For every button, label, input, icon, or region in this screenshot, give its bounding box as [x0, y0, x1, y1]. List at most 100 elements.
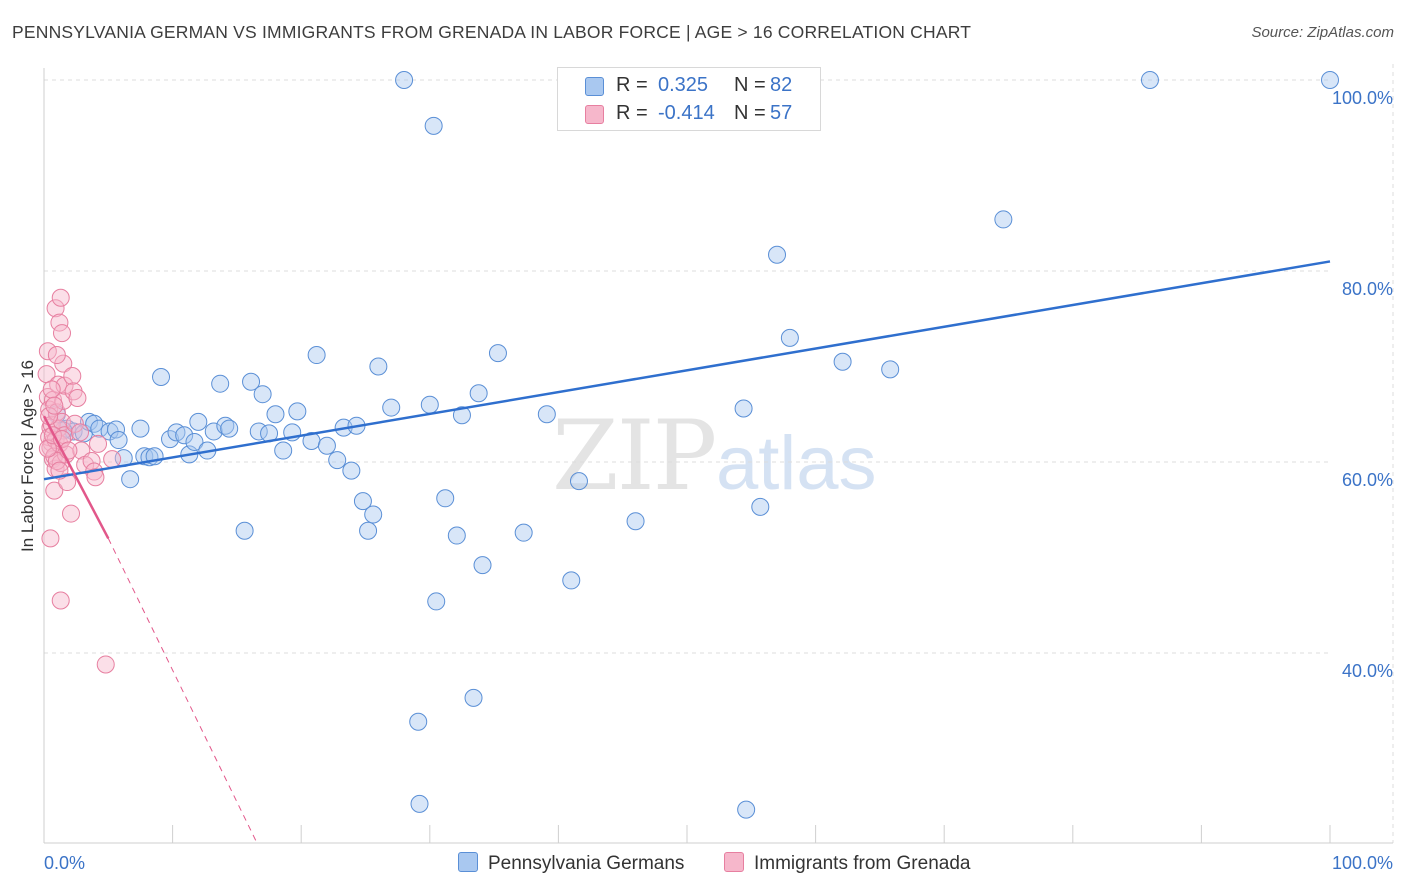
data-point-pennsylvania-germans	[317, 436, 336, 455]
trend-line-extension-immigrants-from-grenada	[107, 538, 258, 845]
data-point-immigrants-from-grenada	[103, 450, 122, 469]
data-point-pennsylvania-germans	[420, 395, 439, 414]
data-point-immigrants-from-grenada	[68, 389, 87, 408]
data-point-pennsylvania-germans	[469, 384, 488, 403]
data-point-immigrants-from-grenada	[51, 591, 70, 610]
data-point-pennsylvania-germans	[994, 210, 1013, 229]
data-point-immigrants-from-grenada	[62, 504, 81, 523]
data-point-pennsylvania-germans	[161, 430, 180, 449]
data-point-pennsylvania-germans	[364, 505, 383, 524]
legend-item-pennsylvania-germans[interactable]: Pennsylvania Germans	[458, 852, 684, 875]
data-point-pennsylvania-germans	[436, 489, 455, 508]
data-point-immigrants-from-grenada	[63, 367, 82, 386]
data-point-immigrants-from-grenada	[50, 313, 69, 332]
data-point-pennsylvania-germans	[152, 368, 171, 387]
data-point-immigrants-from-grenada	[86, 468, 105, 487]
data-point-pennsylvania-germans	[452, 406, 471, 425]
data-point-pennsylvania-germans	[359, 521, 378, 540]
y-axis-label: In Labor Force | Age > 16	[18, 360, 37, 552]
data-point-immigrants-from-grenada	[51, 288, 70, 307]
y-tick-label: 60.0%	[1342, 470, 1393, 490]
watermark-atlas: atlas	[716, 421, 877, 506]
data-point-pennsylvania-germans	[185, 432, 204, 451]
data-point-pennsylvania-germans	[569, 472, 588, 491]
data-point-pennsylvania-germans	[353, 492, 372, 511]
data-point-pennsylvania-germans	[537, 405, 556, 424]
data-point-pennsylvania-germans	[85, 414, 104, 433]
data-point-pennsylvania-germans	[409, 712, 428, 731]
data-point-pennsylvania-germans	[235, 521, 254, 540]
data-point-pennsylvania-germans	[833, 352, 852, 371]
data-point-pennsylvania-germans	[1140, 71, 1159, 89]
x-tick-label: 0.0%	[44, 853, 85, 873]
legend-label: Pennsylvania Germans	[488, 853, 685, 874]
x-tick-label: 100.0%	[1332, 853, 1393, 873]
pink-swatch	[585, 105, 604, 124]
data-point-immigrants-from-grenada	[45, 396, 64, 415]
data-point-pennsylvania-germans	[488, 344, 507, 363]
data-point-pennsylvania-germans	[768, 245, 787, 264]
watermark-zip: ZIP	[552, 400, 717, 512]
data-point-pennsylvania-germans	[427, 592, 446, 611]
data-point-immigrants-from-grenada	[46, 299, 65, 318]
data-point-pennsylvania-germans	[328, 451, 347, 470]
data-point-pennsylvania-germans	[107, 420, 126, 439]
n-value: 57	[770, 102, 793, 124]
data-point-pennsylvania-germans	[253, 385, 272, 404]
data-point-immigrants-from-grenada	[38, 342, 57, 361]
data-point-pennsylvania-germans	[307, 346, 326, 365]
data-point-pennsylvania-germans	[288, 402, 307, 421]
bottom-legend: Pennsylvania Germans Immigrants from Gre…	[0, 852, 1406, 878]
data-point-pennsylvania-germans	[382, 398, 401, 417]
data-point-pennsylvania-germans	[780, 328, 799, 347]
data-point-pennsylvania-germans	[220, 419, 239, 438]
r-label: R =	[616, 102, 648, 124]
data-point-pennsylvania-germans	[131, 419, 150, 438]
legend-swatch-pink	[724, 852, 744, 872]
data-point-pennsylvania-germans	[734, 399, 753, 418]
data-point-pennsylvania-germans	[562, 571, 581, 590]
data-point-pennsylvania-germans	[473, 556, 492, 575]
data-point-pennsylvania-germans	[410, 794, 429, 813]
data-point-immigrants-from-grenada	[96, 655, 115, 674]
data-point-pennsylvania-germans	[881, 360, 900, 379]
data-point-pennsylvania-germans	[464, 688, 483, 707]
blue-swatch	[585, 77, 604, 96]
data-point-pennsylvania-germans	[175, 426, 194, 445]
data-point-pennsylvania-germans	[109, 431, 128, 450]
data-point-immigrants-from-grenada	[71, 423, 90, 442]
y-tick-label: 80.0%	[1342, 279, 1393, 299]
data-point-immigrants-from-grenada	[89, 434, 108, 453]
data-point-pennsylvania-germans	[266, 405, 285, 424]
data-point-pennsylvania-germans	[274, 441, 293, 460]
source-label: Source: ZipAtlas.com	[1251, 24, 1394, 41]
legend-label: Immigrants from Grenada	[754, 853, 971, 874]
data-point-pennsylvania-germans	[1321, 71, 1339, 89]
data-point-immigrants-from-grenada	[42, 380, 61, 399]
stats-row-blue: R = 0.325 N = 82	[558, 72, 820, 100]
data-point-immigrants-from-grenada	[53, 324, 72, 343]
data-point-immigrants-from-grenada	[45, 481, 64, 500]
r-label: R =	[616, 74, 648, 96]
n-value: 82	[770, 74, 793, 96]
y-tick-label: 40.0%	[1342, 661, 1393, 681]
data-point-pennsylvania-germans	[514, 523, 533, 542]
stats-legend: R = 0.325 N = 82 R = -0.414 N = 57	[557, 67, 821, 131]
data-point-immigrants-from-grenada	[41, 529, 60, 548]
n-label: N =	[734, 74, 766, 96]
data-point-immigrants-from-grenada	[47, 346, 66, 365]
legend-swatch-blue	[458, 852, 478, 872]
data-point-immigrants-from-grenada	[65, 414, 84, 433]
data-point-pennsylvania-germans	[751, 497, 770, 516]
n-label: N =	[734, 102, 766, 124]
trend-line-pennsylvania-germans	[43, 260, 1331, 481]
y-tick-label: 100.0%	[1332, 88, 1393, 108]
data-point-pennsylvania-germans	[626, 512, 645, 531]
data-point-pennsylvania-germans	[342, 461, 361, 480]
data-point-pennsylvania-germans	[424, 116, 443, 135]
r-value: 0.325	[658, 74, 709, 96]
data-point-pennsylvania-germans	[189, 412, 208, 431]
data-point-pennsylvania-germans	[242, 372, 261, 391]
legend-item-immigrants-from-grenada[interactable]: Immigrants from Grenada	[724, 852, 970, 875]
